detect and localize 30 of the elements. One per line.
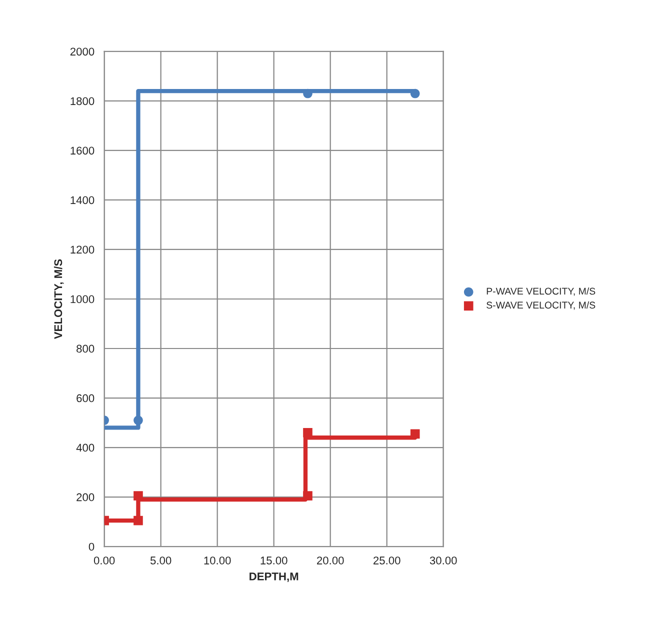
point	[410, 88, 420, 98]
x-tick-label: 20.00	[317, 556, 344, 564]
y-tick-label: 1800	[70, 97, 94, 106]
point	[134, 491, 143, 500]
y-tick-label: 800	[76, 344, 94, 353]
y-tick-label: 1000	[70, 295, 94, 304]
x-tick-label: 15.00	[260, 556, 288, 564]
y-tick-label: 1400	[70, 196, 94, 204]
y-tick-label: 200	[76, 493, 94, 502]
x-axis-title: DEPTH,M	[250, 572, 298, 582]
y-tick-label: 2000	[70, 48, 94, 56]
y-axis-title: VELOCITY, M/S	[54, 259, 64, 340]
point	[134, 516, 143, 526]
y-tick-label: 1200	[70, 246, 94, 254]
y-tick-label: 1600	[70, 146, 94, 155]
point	[303, 491, 312, 500]
legend-label: P-WAVE VELOCITY, M/S	[486, 288, 596, 296]
point	[410, 429, 420, 439]
y-tick-label: 600	[76, 394, 94, 402]
y-tick-label: 0	[88, 542, 94, 551]
point	[303, 428, 312, 438]
legend-label: S-WAVE VELOCITY, M/S	[486, 301, 596, 310]
y-tick-label: 400	[76, 444, 94, 452]
x-tick-label: 25.00	[374, 556, 400, 564]
x-tick-label: 5.00	[150, 556, 172, 564]
point	[134, 416, 143, 425]
x-tick-label: 30.00	[430, 556, 457, 564]
point	[303, 88, 312, 98]
x-tick-label: 0.00	[94, 556, 115, 564]
x-tick-label: 10.00	[204, 556, 231, 564]
